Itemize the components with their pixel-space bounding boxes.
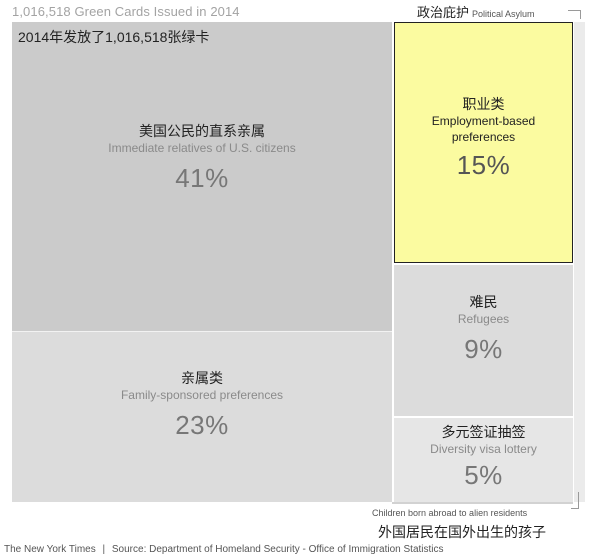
cell-label-zh: 多元签证抽签: [441, 424, 526, 440]
annotation-line-children-v: [578, 492, 579, 508]
cell-label-en: Refugees: [457, 312, 510, 326]
annotation-political-asylum: 政治庇护 Political Asylum: [417, 2, 535, 21]
cell-label-en: Immediate relatives of U.S. citizens: [108, 141, 296, 155]
cell-label-zh: 亲属类: [181, 370, 223, 386]
cell-percent: 41%: [175, 163, 229, 193]
cell-label-en: Family-sponsored preferences: [120, 388, 284, 402]
annotation-political-asylum-zh: 政治庇护: [417, 5, 470, 20]
footer-separator: |: [102, 544, 106, 555]
annotation-political-asylum-en: Political Asylum: [472, 9, 535, 19]
cell-percent: 9%: [464, 334, 503, 364]
treemap-cell-diversity-lottery: 多元签证抽签 Diversity visa lottery 5%: [394, 418, 573, 502]
cell-label-en: Employment-based preferences: [431, 114, 536, 144]
annotation-line-asylum-v: [580, 10, 581, 19]
cell-percent: 23%: [175, 410, 229, 440]
treemap-cell-family-sponsored: 亲属类 Family-sponsored preferences 23%: [12, 331, 392, 502]
cell-percent: 5%: [464, 460, 503, 490]
cell-label-zh: 难民: [469, 294, 498, 310]
treemap-cell-immediate-relatives: 美国公民的直系亲属 Immediate relatives of U.S. ci…: [12, 22, 392, 331]
cell-label-en: Diversity visa lottery: [430, 442, 537, 456]
cell-percent: 15%: [456, 150, 511, 180]
footer-source: Source: Department of Homeland Security …: [111, 544, 444, 555]
treemap-cell-employment-based: 职业类 Employment-based preferences 15%: [394, 22, 573, 263]
treemap-cell-children-abroad: [392, 502, 573, 504]
annotation-line-asylum-h: [568, 10, 580, 11]
treemap-cell-refugees: 难民 Refugees 9%: [394, 265, 573, 416]
cell-label-zh: 职业类: [462, 96, 505, 112]
chart-title-zh: 2014年发放了1,016,518张绿卡: [18, 29, 210, 45]
cell-label-zh: 美国公民的直系亲属: [139, 123, 265, 139]
chart-title-en: 1,016,518 Green Cards Issued in 2014: [12, 4, 240, 19]
annotation-line-children-h: [571, 508, 579, 509]
treemap-cell-political-asylum: [574, 22, 585, 502]
annotation-children-zh: 外国居民在国外出生的孩子: [378, 524, 546, 540]
annotation-children-en: Children born abroad to alien residents: [372, 508, 528, 518]
footer: The New York Times | Source: Department …: [4, 544, 444, 555]
footer-credit: The New York Times: [4, 544, 96, 555]
